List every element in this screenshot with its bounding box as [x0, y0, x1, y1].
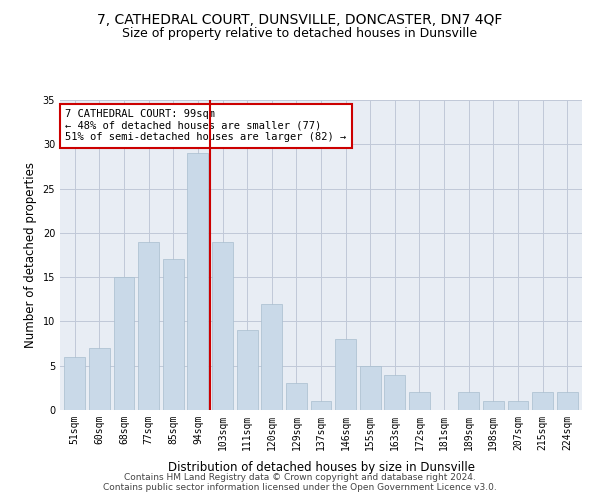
Bar: [236, 330, 257, 410]
Bar: [532, 392, 553, 410]
Bar: [261, 304, 282, 410]
Bar: [508, 401, 529, 410]
Text: 7 CATHEDRAL COURT: 99sqm
← 48% of detached houses are smaller (77)
51% of semi-d: 7 CATHEDRAL COURT: 99sqm ← 48% of detach…: [65, 110, 346, 142]
Bar: [212, 242, 233, 410]
Bar: [311, 401, 331, 410]
Bar: [385, 374, 406, 410]
Bar: [409, 392, 430, 410]
Bar: [64, 357, 85, 410]
Y-axis label: Number of detached properties: Number of detached properties: [24, 162, 37, 348]
Bar: [89, 348, 110, 410]
Bar: [187, 153, 208, 410]
Bar: [458, 392, 479, 410]
Text: Distribution of detached houses by size in Dunsville: Distribution of detached houses by size …: [167, 461, 475, 474]
Bar: [483, 401, 504, 410]
Text: Size of property relative to detached houses in Dunsville: Size of property relative to detached ho…: [122, 28, 478, 40]
Bar: [113, 277, 134, 410]
Bar: [163, 260, 184, 410]
Bar: [360, 366, 381, 410]
Text: Contains HM Land Registry data © Crown copyright and database right 2024.
Contai: Contains HM Land Registry data © Crown c…: [103, 473, 497, 492]
Bar: [335, 339, 356, 410]
Bar: [557, 392, 578, 410]
Text: 7, CATHEDRAL COURT, DUNSVILLE, DONCASTER, DN7 4QF: 7, CATHEDRAL COURT, DUNSVILLE, DONCASTER…: [97, 12, 503, 26]
Bar: [138, 242, 159, 410]
Bar: [286, 384, 307, 410]
